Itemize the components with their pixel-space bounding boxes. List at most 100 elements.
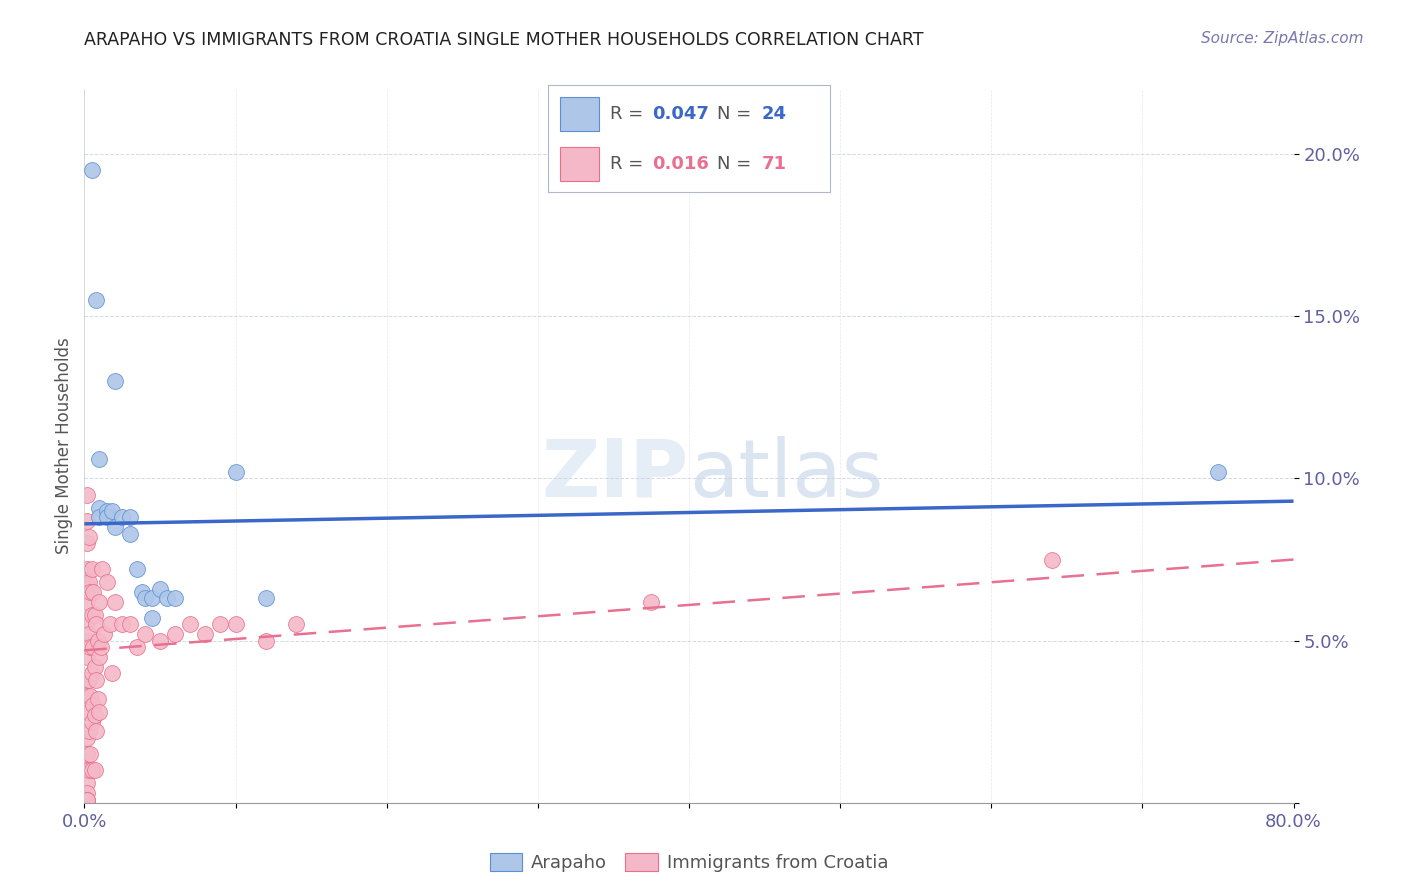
Point — [90, 640, 112, 654]
Point — [79, 689, 101, 703]
Point — [141, 611, 163, 625]
Point — [89, 500, 111, 515]
Point — [118, 510, 141, 524]
Point — [163, 627, 186, 641]
Point — [84, 659, 107, 673]
Point — [76, 786, 98, 800]
Point — [225, 465, 247, 479]
Point — [76, 536, 98, 550]
Point — [149, 582, 172, 596]
Point — [209, 617, 232, 632]
Point — [82, 698, 104, 713]
Point — [91, 562, 114, 576]
Point — [84, 708, 107, 723]
Point — [80, 607, 103, 622]
Text: 0.047: 0.047 — [652, 104, 709, 122]
Text: 24: 24 — [762, 104, 787, 122]
Point — [98, 617, 121, 632]
Point — [76, 562, 98, 576]
Point — [254, 633, 277, 648]
Text: 0.016: 0.016 — [652, 155, 709, 173]
Point — [76, 705, 98, 719]
Point — [87, 692, 110, 706]
Point — [111, 617, 134, 632]
Point — [76, 792, 98, 806]
Point — [96, 575, 118, 590]
Point — [76, 649, 98, 664]
Point — [87, 633, 110, 648]
Point — [76, 614, 98, 628]
Point — [1040, 552, 1063, 566]
Point — [80, 666, 103, 681]
Text: R =: R = — [610, 155, 650, 173]
Point — [80, 714, 103, 729]
Point — [76, 673, 98, 687]
Y-axis label: Single Mother Households: Single Mother Households — [55, 338, 73, 554]
Point — [1206, 465, 1229, 479]
Point — [118, 617, 141, 632]
Point — [131, 585, 153, 599]
Point — [77, 530, 100, 544]
Point — [118, 526, 141, 541]
Point — [77, 627, 100, 641]
Point — [84, 607, 107, 622]
Point — [76, 488, 98, 502]
Text: Source: ZipAtlas.com: Source: ZipAtlas.com — [1201, 31, 1364, 46]
Point — [77, 764, 100, 778]
Text: 71: 71 — [762, 155, 787, 173]
Point — [104, 374, 127, 388]
Point — [96, 504, 118, 518]
Point — [76, 633, 98, 648]
Point — [89, 595, 111, 609]
Text: atlas: atlas — [689, 435, 883, 514]
Point — [84, 764, 107, 778]
Point — [82, 640, 104, 654]
Point — [79, 640, 101, 654]
Point — [77, 673, 100, 687]
Text: N =: N = — [717, 155, 756, 173]
Point — [76, 689, 98, 703]
Point — [89, 510, 111, 524]
Point — [80, 562, 103, 576]
Point — [141, 591, 163, 606]
Point — [86, 617, 108, 632]
FancyBboxPatch shape — [560, 96, 599, 131]
Text: ZIP: ZIP — [541, 435, 689, 514]
Point — [127, 562, 149, 576]
Point — [77, 724, 100, 739]
Point — [104, 595, 127, 609]
Text: N =: N = — [717, 104, 756, 122]
Point — [80, 163, 103, 178]
Point — [225, 617, 247, 632]
Point — [86, 293, 108, 307]
Point — [89, 705, 111, 719]
Point — [76, 731, 98, 745]
Point — [89, 452, 111, 467]
FancyBboxPatch shape — [560, 147, 599, 181]
Legend: Arapaho, Immigrants from Croatia: Arapaho, Immigrants from Croatia — [482, 847, 896, 880]
Text: R =: R = — [610, 104, 650, 122]
Point — [127, 640, 149, 654]
Point — [76, 578, 98, 592]
Point — [79, 747, 101, 761]
Point — [111, 510, 134, 524]
Point — [96, 510, 118, 524]
Point — [149, 633, 172, 648]
Point — [86, 673, 108, 687]
Point — [76, 776, 98, 790]
Point — [82, 585, 104, 599]
Point — [80, 764, 103, 778]
Point — [76, 747, 98, 761]
Point — [194, 627, 217, 641]
Point — [76, 792, 98, 806]
Point — [89, 649, 111, 664]
Point — [156, 591, 179, 606]
Point — [76, 595, 98, 609]
Point — [100, 504, 122, 518]
Point — [86, 724, 108, 739]
Point — [134, 627, 156, 641]
Point — [284, 617, 308, 632]
Point — [640, 595, 662, 609]
Point — [179, 617, 201, 632]
Point — [163, 591, 186, 606]
